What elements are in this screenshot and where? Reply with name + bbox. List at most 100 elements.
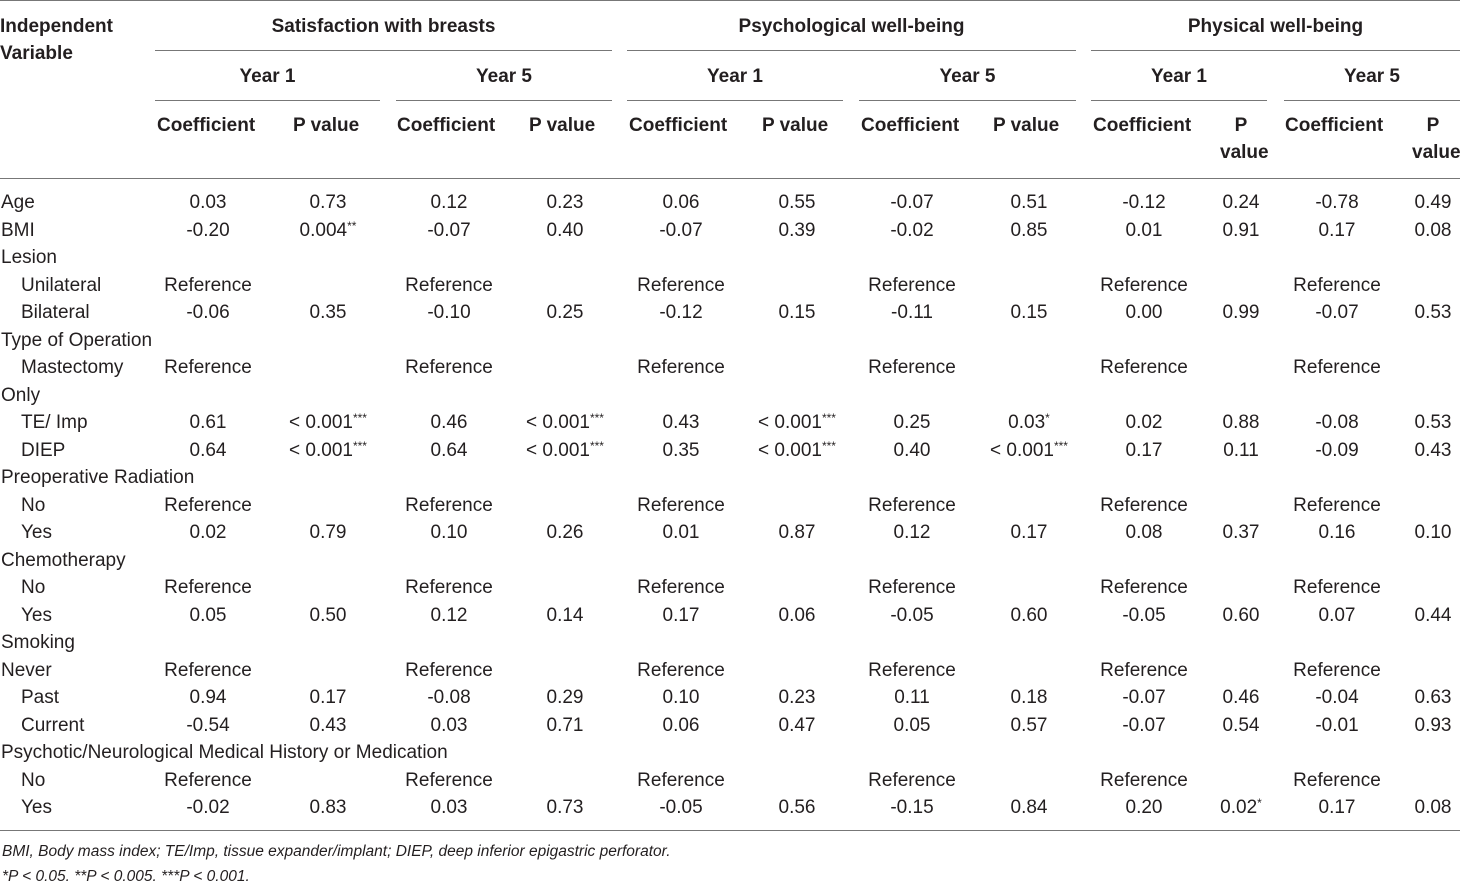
coefficient-cell: -0.07 (890, 192, 934, 213)
row-label: Mastectomy (21, 357, 124, 378)
coefficient-cell: Reference (164, 659, 252, 681)
p-value-cell: 0.18 (1010, 687, 1048, 708)
header-year: Year 5 (1344, 66, 1400, 87)
footnote-significance: *P < 0.05. **P < 0.005. ***P < 0.001. (2, 868, 250, 885)
coefficient-cell: Reference (405, 494, 493, 516)
coefficient-cell: 0.03 (430, 797, 468, 818)
coefficient-cell: -0.15 (890, 797, 934, 818)
p-value-cell: < 0.001*** (758, 411, 836, 433)
coefficient-cell: -0.02 (186, 797, 230, 818)
coefficient-cell: -0.05 (890, 604, 934, 626)
row-label: TE/ Imp (21, 412, 88, 433)
p-value-cell: 0.29 (546, 687, 584, 708)
p-value-cell: 0.91 (1222, 219, 1260, 241)
coefficient-cell: Reference (1100, 659, 1188, 681)
p-value-cell: 0.57 (1010, 714, 1048, 736)
row-label: Past (21, 687, 60, 708)
coefficient-cell: -0.12 (659, 302, 703, 323)
p-value-cell: 0.43 (309, 714, 347, 736)
coefficient-cell: -0.05 (659, 797, 703, 818)
coefficient-cell: Reference (637, 659, 725, 681)
coefficient-cell: 0.61 (189, 412, 227, 433)
coefficient-cell: -0.07 (1315, 302, 1359, 323)
coefficient-cell: 0.12 (430, 604, 468, 626)
coefficient-cell: 0.05 (189, 604, 227, 626)
coefficient-cell: -0.06 (186, 302, 230, 323)
coefficient-cell: 0.06 (662, 192, 700, 213)
coefficient-cell: 0.11 (894, 687, 930, 708)
coefficient-cell: -0.11 (891, 302, 933, 323)
coefficient-cell: Reference (868, 769, 956, 791)
coefficient-cell: Reference (405, 577, 493, 598)
p-value-cell: 0.14 (546, 604, 584, 626)
coefficient-cell: 0.02 (189, 522, 227, 543)
row-label: Current (21, 714, 85, 736)
p-value-cell: 0.11 (1223, 439, 1259, 461)
coefficient-cell: -0.09 (1315, 439, 1359, 461)
p-value-cell: 0.50 (309, 604, 347, 626)
p-value-cell: < 0.001*** (289, 438, 367, 461)
coefficient-cell: -0.05 (1122, 604, 1166, 626)
coefficient-cell: Reference (1293, 357, 1381, 378)
coefficient-cell: Reference (164, 577, 252, 598)
p-value-cell: 0.23 (778, 687, 816, 708)
header-coefficient: Coefficient (397, 115, 496, 136)
coefficient-cell: Reference (1100, 274, 1188, 296)
header-year: Year 5 (476, 66, 532, 87)
coefficient-cell: 0.40 (893, 439, 931, 461)
header-outcome-psychological: Psychological well-being (738, 16, 965, 37)
coefficient-cell: -0.07 (427, 219, 471, 241)
p-value-cell: < 0.001*** (758, 438, 836, 461)
header-independent-variable: Independent Variable (0, 16, 113, 64)
coefficient-cell: -0.07 (1122, 714, 1166, 736)
row-label: BMI (1, 219, 35, 241)
coefficient-cell: Reference (1100, 577, 1188, 598)
p-value-cell: 0.93 (1414, 714, 1452, 736)
coefficient-cell: Reference (637, 494, 725, 516)
p-value-cell: 0.08 (1414, 797, 1452, 818)
coefficient-cell: Reference (405, 659, 493, 681)
row-label: Yes (21, 797, 52, 818)
p-value-cell: < 0.001*** (526, 438, 604, 461)
coefficient-cell: Reference (868, 494, 956, 516)
row-label: Yes (21, 522, 52, 543)
coefficient-cell: 0.00 (1125, 302, 1163, 323)
p-value-cell: 0.17 (309, 687, 347, 708)
header-p-value: P value (993, 115, 1060, 136)
header-p-value: P value (762, 115, 829, 136)
p-value-cell: 0.08 (1414, 219, 1452, 241)
coefficient-cell: 0.10 (662, 687, 700, 708)
coefficient-cell: -0.07 (1122, 687, 1166, 708)
row-label: Type of Operation (1, 329, 153, 351)
p-value-cell: 0.46 (1222, 687, 1260, 708)
coefficient-cell: 0.94 (189, 687, 227, 708)
header-year: Year 1 (1151, 66, 1207, 87)
p-value-cell: 0.15 (1010, 302, 1048, 323)
coefficient-cell: Reference (164, 494, 252, 516)
coefficient-cell: Reference (1100, 494, 1188, 516)
coefficient-cell: Reference (1293, 494, 1381, 516)
row-label: No (21, 494, 46, 516)
coefficient-cell: Reference (1293, 769, 1381, 791)
header-p-value: P value (1412, 115, 1460, 163)
coefficient-cell: 0.08 (1125, 522, 1163, 543)
p-value-cell: 0.63 (1414, 687, 1452, 708)
header-p-value: P value (1220, 115, 1269, 163)
row-label: No (21, 769, 46, 791)
row-label: Unilateral (21, 274, 102, 296)
p-value-cell: 0.54 (1222, 714, 1260, 736)
coefficient-cell: 0.43 (662, 412, 700, 433)
coefficient-cell: 0.17 (1318, 219, 1356, 241)
p-value-cell: 0.39 (778, 219, 816, 241)
p-value-cell: 0.40 (546, 219, 584, 241)
coefficient-cell: -0.08 (427, 687, 471, 708)
coefficient-cell: -0.12 (1122, 192, 1166, 213)
coefficient-cell: Reference (405, 274, 493, 296)
coefficient-cell: 0.46 (430, 412, 468, 433)
header-year: Year 5 (939, 66, 996, 87)
coefficient-cell: Reference (164, 274, 252, 296)
coefficient-cell: 0.03 (430, 714, 468, 736)
header-coefficient: Coefficient (629, 115, 728, 136)
row-label: Psychotic/Neurological Medical History o… (1, 742, 448, 763)
coefficient-cell: 0.16 (1318, 522, 1356, 543)
